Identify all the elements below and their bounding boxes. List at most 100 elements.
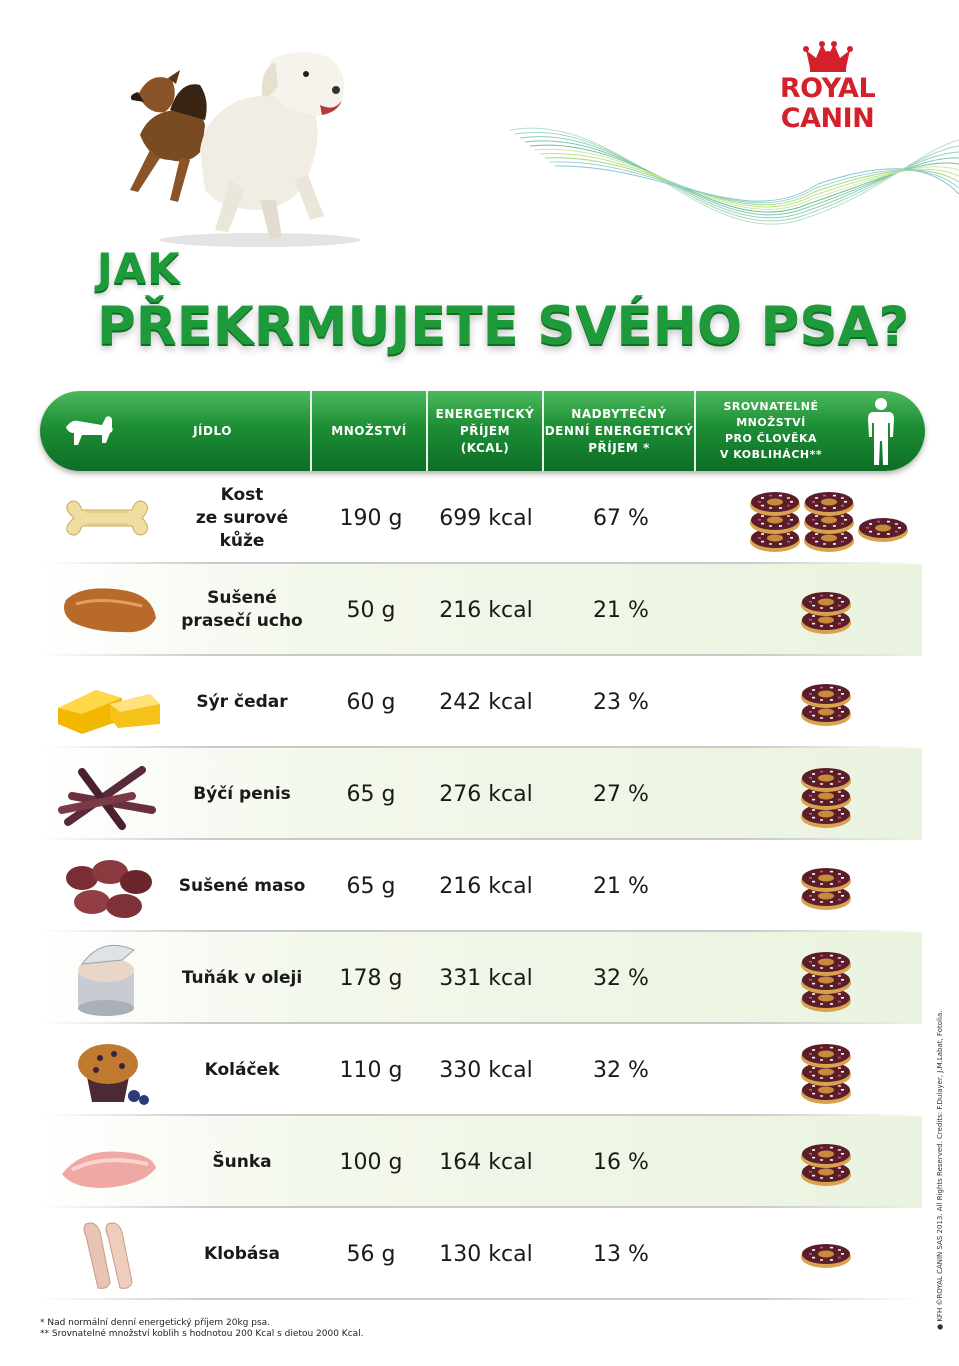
donut-icon (801, 786, 851, 810)
donut-stack (700, 564, 920, 656)
donut-icon (801, 592, 851, 616)
dog-icon (66, 416, 113, 445)
table-row: Kost ze surové kůže 190 g 699 kcal 67 % (40, 472, 922, 564)
donut-icon (804, 528, 854, 552)
donut-icon (801, 804, 851, 828)
footnotes: * Nad normální denní energetický příjem … (40, 1318, 364, 1340)
food-name: Kost ze surové kůže (195, 484, 289, 551)
donut-icon (801, 684, 851, 708)
table-header: JÍDLO MNOŽSTVÍ ENERGETICKÝ PŘÍJEM (KCAL)… (40, 391, 925, 471)
pig-ear-image (64, 588, 156, 633)
footnote-2: ** Srovnatelné množství koblih s hodnoto… (40, 1329, 364, 1339)
excess-percent: 32 % (593, 1057, 649, 1083)
donut-icon (801, 868, 851, 892)
rawhide-bone-image (66, 500, 148, 536)
donut-icon (801, 768, 851, 792)
amount: 65 g (346, 781, 396, 807)
sausage-image (83, 1222, 133, 1289)
header-divider (694, 391, 696, 471)
crown-icon (802, 41, 853, 72)
donut-stack (700, 748, 920, 840)
kcal: 216 kcal (439, 597, 533, 623)
excess-percent: 67 % (593, 505, 649, 531)
header-energy: ENERGETICKÝ PŘÍJEM (KCAL) (435, 406, 535, 455)
title-line-1: JAK (97, 244, 181, 293)
donut-icon (858, 518, 908, 542)
kcal: 699 kcal (439, 505, 533, 531)
excess-percent: 21 % (593, 873, 649, 899)
table-row: Býčí penis 65 g 276 kcal 27 % (40, 748, 922, 840)
header-excess: NADBYTEČNÝ DENNÍ ENERGETICKÝ PŘÍJEM * (544, 406, 694, 455)
donut-icon (801, 1080, 851, 1104)
donut-icon (801, 988, 851, 1012)
donut-stack (700, 472, 920, 564)
table-row: Sušené prasečí ucho 50 g 216 kcal 21 % (40, 564, 922, 656)
header-divider (426, 391, 428, 471)
donut-icon (801, 1144, 851, 1168)
donut-icon (801, 610, 851, 634)
amount: 178 g (339, 965, 403, 991)
title-line-2: PŘEKRMUJETE SVÉHO PSA? (97, 296, 910, 357)
food-name: Tuňák v oleji (181, 967, 303, 988)
kcal: 216 kcal (439, 873, 533, 899)
table-row: Koláček 110 g 330 kcal 32 % (40, 1024, 922, 1116)
bully-sticks-image (58, 766, 156, 830)
donut-stack (700, 840, 920, 932)
table-row: Klobása 56 g 130 kcal 13 % (40, 1208, 922, 1300)
header-divider (310, 391, 312, 471)
excess-percent: 16 % (593, 1149, 649, 1175)
table-row: Sušené maso 65 g 216 kcal 21 % (40, 840, 922, 932)
header-divider (542, 391, 544, 471)
donut-stack (700, 1024, 920, 1116)
donut-stack (700, 656, 920, 748)
kcal: 164 kcal (439, 1149, 533, 1175)
amount: 110 g (339, 1057, 403, 1083)
amount: 60 g (346, 689, 396, 715)
amount: 50 g (346, 597, 396, 623)
header-amount: MNOŽSTVÍ (331, 423, 407, 438)
donut-stack (700, 1208, 920, 1300)
donut-stack (700, 1116, 920, 1208)
excess-percent: 21 % (593, 597, 649, 623)
table-row: Sýr čedar 60 g 242 kcal 23 % (40, 656, 922, 748)
donut-icon (801, 1162, 851, 1186)
kcal: 130 kcal (439, 1241, 533, 1267)
human-figure-icon (868, 398, 894, 465)
footnote-1: * Nad normální denní energetický příjem … (40, 1318, 271, 1328)
donut-icon (801, 970, 851, 994)
food-name: Šunka (212, 1151, 272, 1172)
header-food: JÍDLO (193, 423, 232, 438)
donut-icon (750, 528, 800, 552)
donut-icon (750, 492, 800, 516)
royal-canin-logo: ROYAL CANIN (730, 40, 925, 134)
amount: 65 g (346, 873, 396, 899)
dogs-illustration (130, 51, 360, 247)
amount: 56 g (346, 1241, 396, 1267)
brand-name: ROYAL CANIN (779, 73, 876, 134)
food-name: Sušené maso (178, 875, 306, 896)
donut-icon (801, 702, 851, 726)
donut-icon (801, 1044, 851, 1068)
donut-icon (801, 886, 851, 910)
tuna-can-image (78, 944, 135, 1016)
kcal: 276 kcal (439, 781, 533, 807)
excess-percent: 23 % (593, 689, 649, 715)
food-name: Sušené prasečí ucho (181, 588, 303, 631)
kcal: 331 kcal (439, 965, 533, 991)
credits-text: ● KFH ©ROYAL CANIN SAS 2013. All Rights … (936, 1010, 944, 1330)
table-row: Šunka 100 g 164 kcal 16 % (40, 1116, 922, 1208)
food-name: Klobása (204, 1243, 280, 1264)
cheddar-image (58, 690, 160, 734)
donut-icon (750, 510, 800, 534)
donut-icon (801, 952, 851, 976)
food-name: Sýr čedar (196, 691, 288, 712)
kcal: 242 kcal (439, 689, 533, 715)
amount: 190 g (339, 505, 403, 531)
food-name: Koláček (204, 1059, 280, 1080)
donut-icon (804, 492, 854, 516)
header-human: SROVNATELNÉ MNOŽSTVÍ PRO ČLOVĚKA V KOBLI… (719, 400, 823, 461)
muffin-image (78, 1044, 149, 1105)
table-row: Tuňák v oleji 178 g 331 kcal 32 % (40, 932, 922, 1024)
amount: 100 g (339, 1149, 403, 1175)
dried-meat-image (66, 860, 152, 918)
